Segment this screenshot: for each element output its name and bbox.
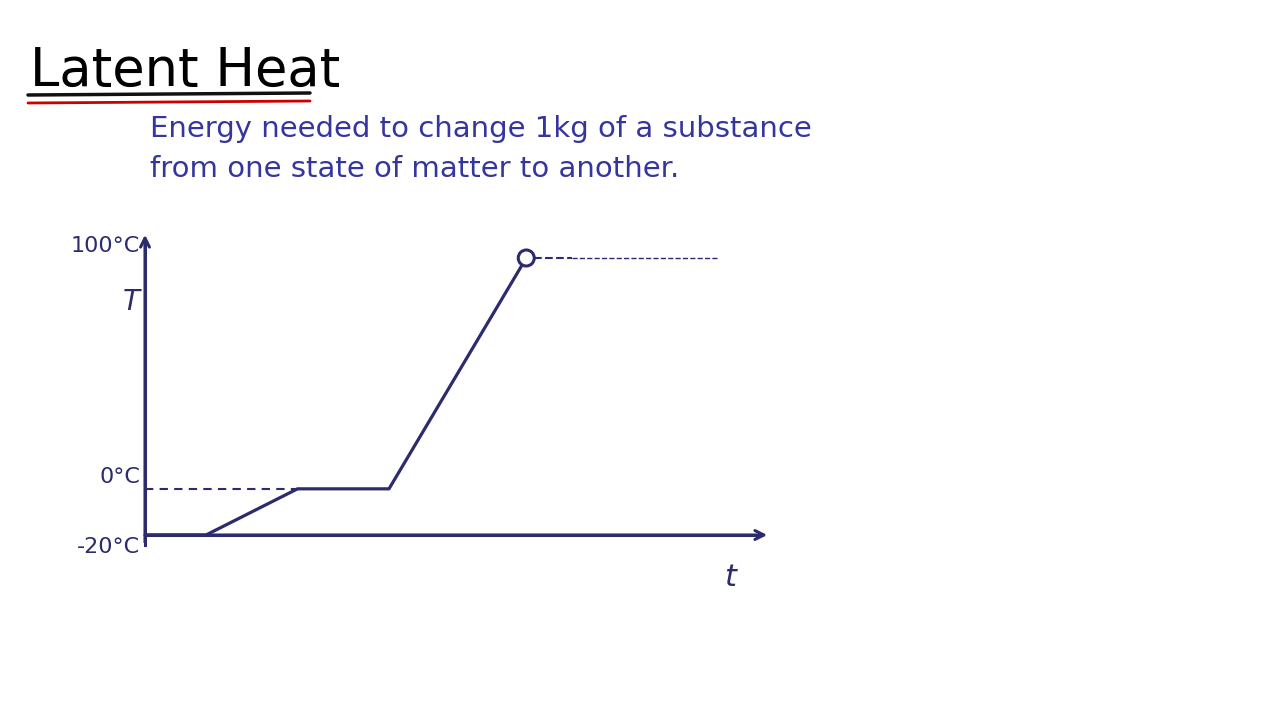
Text: from one state of matter to another.: from one state of matter to another. (150, 155, 680, 183)
Text: t: t (724, 563, 736, 592)
Text: T: T (123, 288, 140, 316)
Text: Energy needed to change 1kg of a substance: Energy needed to change 1kg of a substan… (150, 115, 812, 143)
Text: Latent Heat: Latent Heat (29, 45, 340, 97)
Text: 100°C: 100°C (70, 236, 140, 256)
Text: 0°C: 0°C (99, 467, 140, 487)
Text: -20°C: -20°C (77, 537, 140, 557)
Circle shape (518, 250, 534, 266)
